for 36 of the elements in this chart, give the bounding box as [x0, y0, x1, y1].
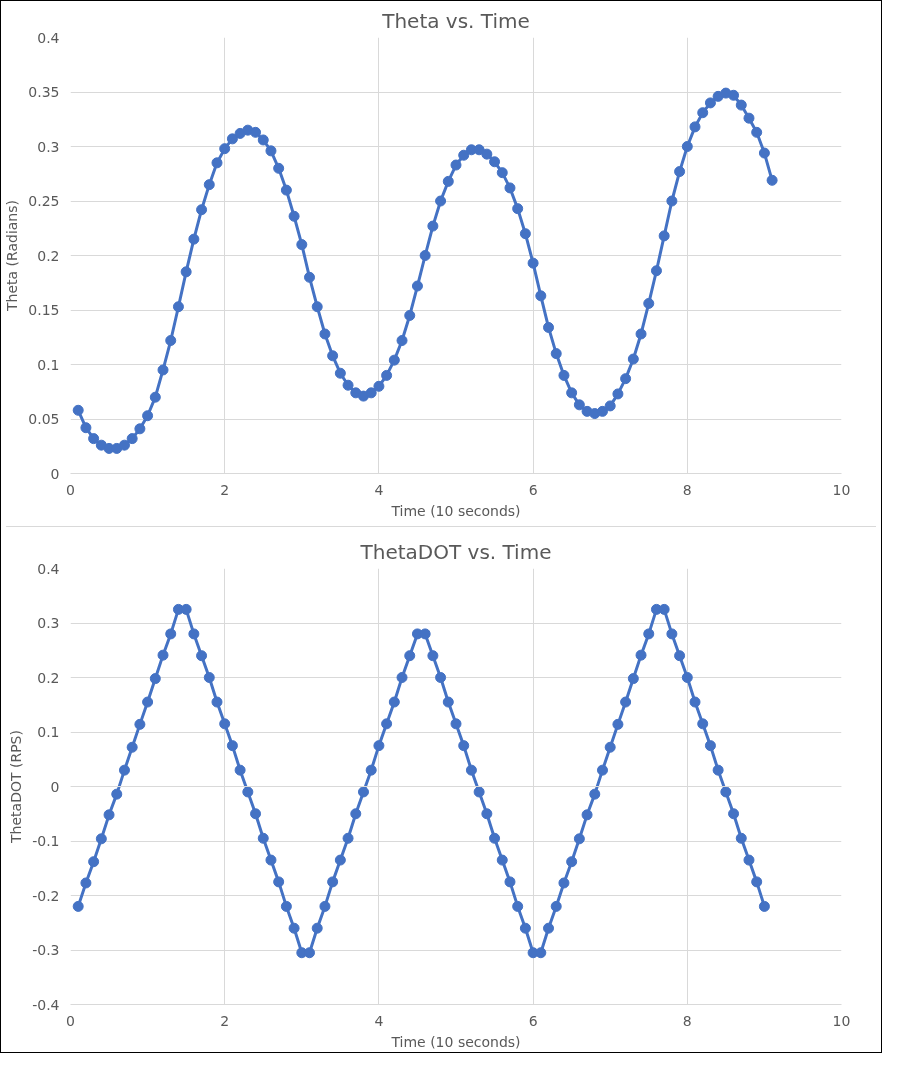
- y-tick-label: 0.1: [37, 724, 60, 740]
- y-axis-title: Theta (Radians): [4, 199, 21, 312]
- y-tick-label: 0.2: [37, 247, 60, 264]
- x-tick-label: 4: [374, 481, 384, 498]
- y-tick-label: 0.25: [28, 193, 60, 209]
- y-axis-title: ThetaDOT (RPS): [8, 730, 25, 844]
- y-tick-label: 0.4: [37, 560, 60, 577]
- y-tick-label: 0.3: [37, 138, 60, 155]
- x-tick-label: 0: [66, 1012, 75, 1029]
- x-axis-title: Time (10 seconds): [390, 502, 521, 519]
- x-axis-title: Time (10 seconds): [390, 1033, 521, 1050]
- y-tick-label: 0.2: [37, 669, 60, 686]
- y-tick-label: 0.4: [37, 29, 60, 46]
- y-tick-label: -0.2: [32, 887, 60, 904]
- y-tick-label: 0.1: [37, 356, 60, 373]
- x-tick-label: 8: [682, 481, 692, 498]
- x-tick-label: 0: [66, 481, 75, 498]
- x-tick-label: 10: [832, 481, 851, 498]
- chart-title: Theta vs. Time: [381, 8, 530, 33]
- x-tick-label: 2: [220, 1012, 230, 1029]
- y-tick-label: 0.05: [28, 411, 60, 427]
- x-tick-label: 4: [374, 1012, 384, 1029]
- y-tick-label: 0.35: [28, 84, 60, 100]
- x-tick-label: 8: [682, 1012, 692, 1029]
- y-tick-label: 0: [50, 465, 60, 482]
- x-tick-label: 6: [528, 481, 538, 498]
- y-tick-label: -0.4: [32, 996, 60, 1013]
- x-tick-label: 2: [220, 481, 230, 498]
- y-tick-label: 0: [50, 778, 60, 795]
- y-tick-label: 0.15: [28, 302, 60, 318]
- y-tick-label: -0.3: [32, 942, 60, 958]
- x-tick-label: 6: [528, 1012, 538, 1029]
- x-tick-label: 10: [832, 1012, 851, 1029]
- chart-title: ThetaDOT vs. Time: [359, 539, 552, 564]
- y-tick-label: 0.3: [37, 615, 60, 631]
- y-tick-label: -0.1: [32, 833, 60, 849]
